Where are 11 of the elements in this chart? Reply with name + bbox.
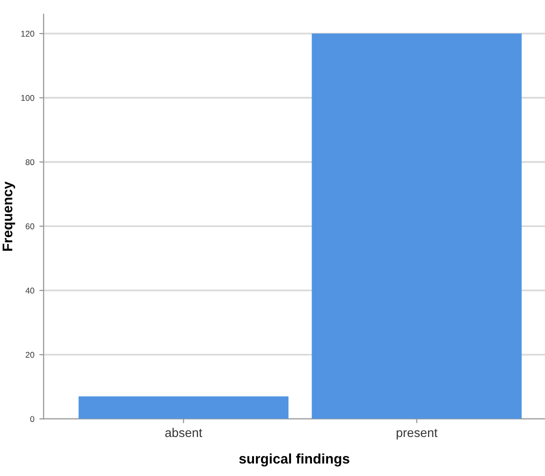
x-tick-label: absent: [165, 428, 202, 438]
y-axis-title: Frequency: [2, 182, 16, 251]
x-axis-title: surgical findings: [239, 453, 350, 466]
y-tick-label: 100: [21, 94, 34, 101]
y-tick-label: 60: [26, 223, 34, 230]
x-tick-label: present: [396, 428, 438, 440]
y-tick-label: 20: [26, 352, 34, 358]
y-tick-label: 80: [26, 159, 34, 166]
y-tick-label: 0: [30, 416, 34, 422]
y-tick-label: 40: [25, 288, 34, 294]
y-tick-label: 120: [21, 30, 34, 37]
